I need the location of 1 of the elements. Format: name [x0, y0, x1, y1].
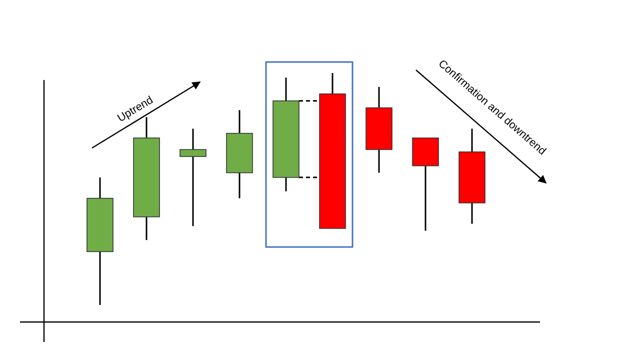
candlestick	[180, 128, 206, 227]
